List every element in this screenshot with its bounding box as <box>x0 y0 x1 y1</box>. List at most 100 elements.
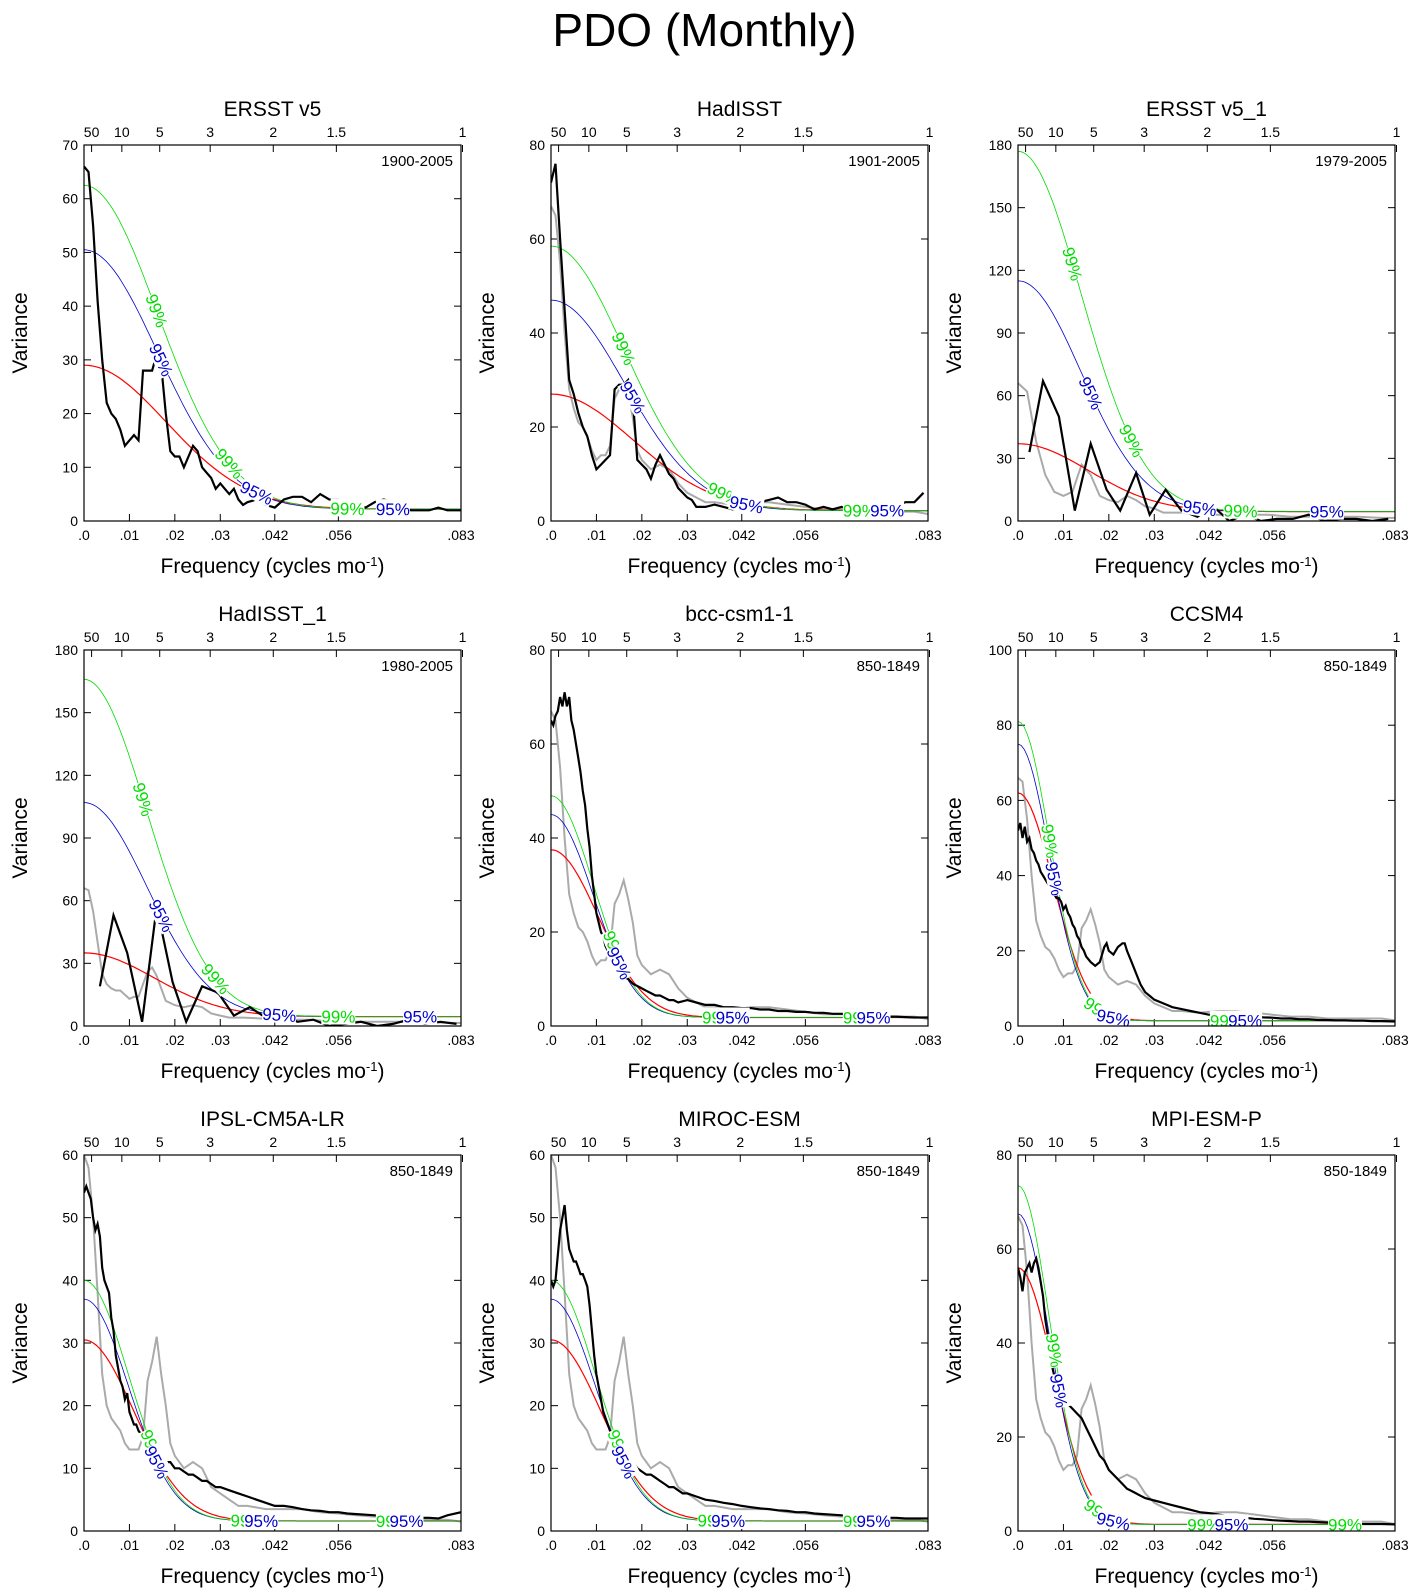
sig95-label: 95% <box>1046 1372 1071 1409</box>
red-noise-line <box>551 1339 928 1522</box>
sig99-line <box>1018 1185 1395 1525</box>
top-tick-label: 3 <box>206 124 214 140</box>
spectrum-line <box>551 1204 928 1520</box>
y-tick-label: 180 <box>989 137 1013 153</box>
sig95-label: 95% <box>1214 1515 1248 1534</box>
y-tick-label: 0 <box>1004 1018 1012 1034</box>
y-tick-label: 0 <box>537 1523 545 1539</box>
x-axis-label: Frequency (cycles mo-1) <box>1095 1059 1319 1084</box>
x-tick-label: .01 <box>1054 527 1074 543</box>
spectrum-line <box>84 165 461 512</box>
period-label: 1901-2005 <box>848 153 920 170</box>
y-tick-label: 40 <box>529 1272 545 1288</box>
spectrum-line <box>1018 822 1395 1023</box>
reference-spectrum-line <box>551 1155 928 1523</box>
x-axis-label: Frequency (cycles mo-1) <box>161 1564 385 1589</box>
x-axis-label: Frequency (cycles mo-1) <box>161 1059 385 1084</box>
y-tick-label: 0 <box>1004 513 1012 529</box>
x-tick-label: .042 <box>1195 527 1222 543</box>
x-tick-label: .0 <box>78 1032 90 1048</box>
sig99-label: 99% <box>1187 1515 1221 1534</box>
top-tick-label: 1 <box>459 629 467 645</box>
top-tick-label: 3 <box>673 1134 681 1150</box>
top-tick-label: 1.5 <box>327 124 347 140</box>
plot-area: 99%99%99%95%95%95% <box>1018 721 1395 1026</box>
plot-frame <box>1017 1154 1396 1532</box>
x-tick-label: .03 <box>211 527 231 543</box>
x-tick-label: .02 <box>165 1537 185 1553</box>
top-tick-label: 5 <box>623 629 631 645</box>
top-tick-label: 10 <box>581 124 597 140</box>
x-axis-label: Frequency (cycles mo-1) <box>628 554 852 579</box>
plot-area: 99%99%99%99%95%95%95% <box>1018 1185 1395 1534</box>
x-tick-label: .083 <box>1381 527 1408 543</box>
x-tick-label: .0 <box>1012 1537 1024 1553</box>
top-tick-label: 2 <box>269 124 277 140</box>
panel-title: MIROC-ESM <box>678 1108 801 1131</box>
sig95-label: 95% <box>711 1512 745 1531</box>
x-tick-label: .056 <box>792 527 819 543</box>
y-tick-label: 20 <box>62 406 78 422</box>
x-axis-label-exponent: -1 <box>366 1059 378 1074</box>
sig99-line <box>84 1279 461 1522</box>
top-tick-label: 2 <box>736 629 744 645</box>
period-label: 850-1849 <box>857 1163 920 1180</box>
sig95-label: 95% <box>144 896 177 935</box>
top-tick-label: 3 <box>1140 629 1148 645</box>
y-tick-label: 40 <box>62 298 78 314</box>
y-tick-label: 70 <box>62 137 78 153</box>
top-tick-label: 1.5 <box>1261 629 1281 645</box>
panel-title: MPI-ESM-P <box>1151 1108 1262 1131</box>
y-tick-label: 50 <box>62 244 78 260</box>
sig95-line <box>551 1298 928 1522</box>
x-tick-label: .01 <box>1054 1537 1074 1553</box>
top-tick-label: 10 <box>1048 124 1064 140</box>
red-noise-line <box>84 364 461 510</box>
y-tick-label: 40 <box>996 1335 1012 1351</box>
x-axis-label-close: ) <box>1311 1060 1318 1083</box>
x-tick-label: .042 <box>1195 1032 1222 1048</box>
sig99-label: 99% <box>1037 823 1062 860</box>
y-tick-label: 20 <box>529 419 545 435</box>
x-tick-label: .03 <box>1145 1537 1165 1553</box>
top-tick-label: 2 <box>1203 629 1211 645</box>
plot-area: 99%99%99%95%95%95% <box>551 692 928 1026</box>
y-tick-label: 80 <box>996 717 1012 733</box>
panel-title: IPSL-CM5A-LR <box>200 1108 345 1131</box>
x-tick-label: .083 <box>1381 1537 1408 1553</box>
plot-area: 99%99%99%95%95%95% <box>84 678 461 1026</box>
x-tick-label: .042 <box>261 1032 288 1048</box>
y-tick-label: 10 <box>62 1460 78 1476</box>
top-tick-label: 10 <box>581 1134 597 1150</box>
panel-ipsl-cm5a-lr: IPSL-CM5A-LR 850-1849 .0 .01 .02 .03 .042 .056.… <box>9 1108 475 1588</box>
x-tick-label: .083 <box>914 1537 941 1553</box>
sig95-label: 95% <box>1310 503 1344 522</box>
x-tick-label: .03 <box>678 1032 698 1048</box>
x-tick-label: .056 <box>325 1032 352 1048</box>
x-tick-label: .01 <box>120 1537 140 1553</box>
y-tick-label: 40 <box>529 830 545 846</box>
y-tick-label: 120 <box>55 767 79 783</box>
reference-spectrum-line <box>551 710 928 1020</box>
y-tick-label: 150 <box>55 705 79 721</box>
top-tick-label: 1.5 <box>327 629 347 645</box>
top-tick-label: 1.5 <box>1261 124 1281 140</box>
x-tick-label: .042 <box>261 1537 288 1553</box>
sig95-line <box>1018 743 1395 1022</box>
sig95-label: 95% <box>389 1512 423 1531</box>
y-tick-label: 20 <box>996 1429 1012 1445</box>
top-tick-label: 3 <box>673 124 681 140</box>
panel-ersst-v5: ERSST v5 1900-2005 .0 .01 .02 .03 .042 .056 .083… <box>9 98 475 578</box>
plot-frame <box>550 144 929 522</box>
sig95-line <box>1018 280 1395 512</box>
y-tick-label: 40 <box>529 325 545 341</box>
red-noise-line <box>1018 792 1395 1022</box>
spectrum-line <box>551 692 928 1019</box>
y-tick-label: 10 <box>529 1460 545 1476</box>
x-tick-label: .056 <box>1259 1032 1286 1048</box>
y-tick-label: 50 <box>529 1210 545 1226</box>
y-tick-label: 100 <box>989 642 1013 658</box>
y-tick-label: 60 <box>62 1147 78 1163</box>
y-axis-label: Variance <box>476 292 499 373</box>
top-tick-label: 1 <box>926 1134 934 1150</box>
